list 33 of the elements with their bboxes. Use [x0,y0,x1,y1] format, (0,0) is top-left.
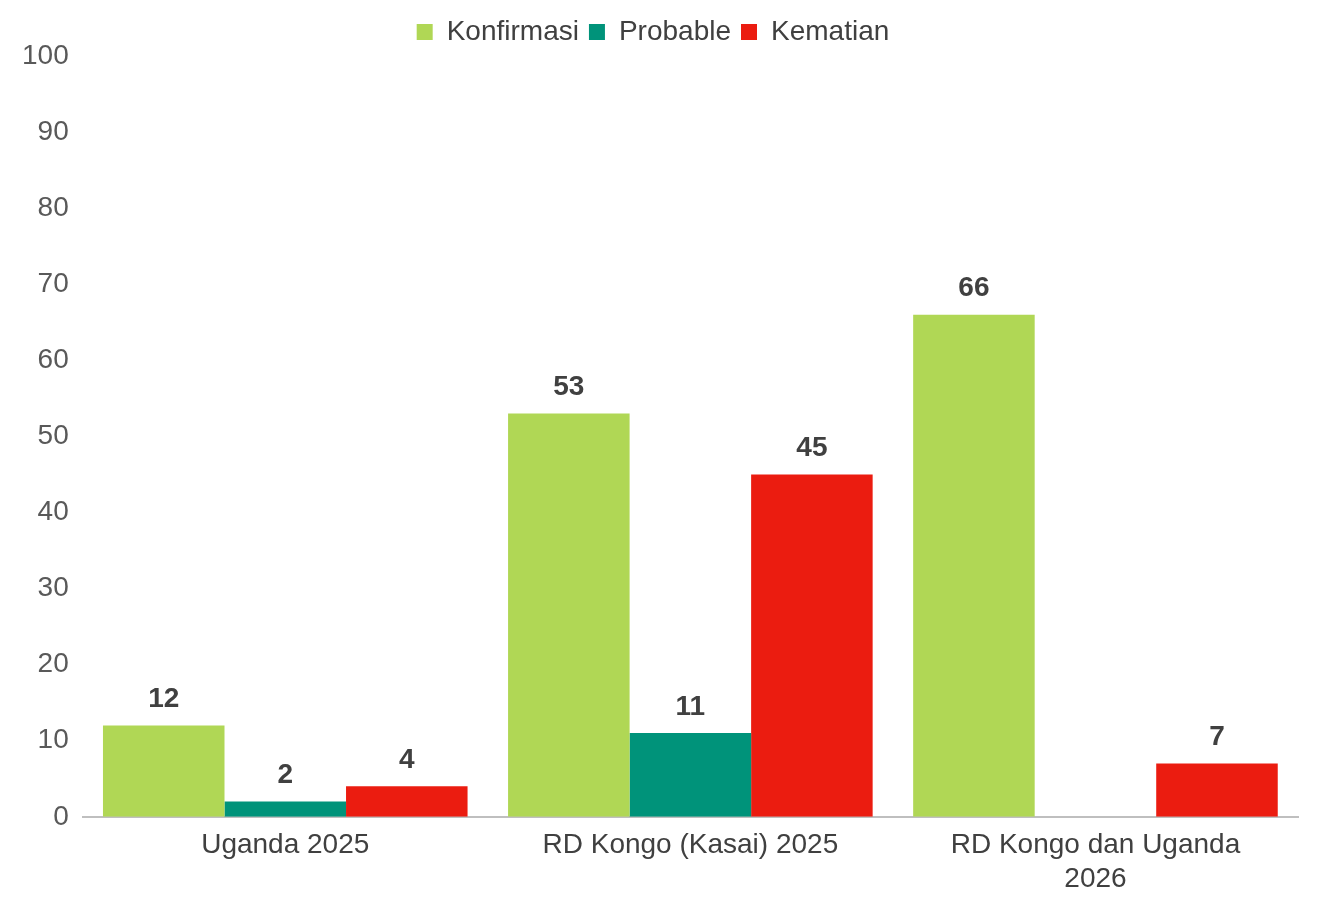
data-label: 11 [675,689,706,721]
data-label: 2 [277,758,294,790]
x-tick-label: RD Kongo (Kasai) 2025 [542,828,839,860]
data-label: 4 [399,743,415,775]
bar [508,413,630,817]
y-tick-label: 30 [37,571,69,603]
y-tick-label: 80 [37,190,69,222]
y-tick-label: 100 [22,38,69,70]
x-tick-label: RD Kongo dan Uganda 2026 [950,828,1241,893]
legend-label: Kematian [771,14,890,46]
x-tick-label: Uganda 2025 [201,828,370,860]
y-tick-label: 90 [37,114,69,146]
data-label: 12 [148,682,180,714]
legend-label: Konfirmasi [446,14,579,46]
y-tick-label: 70 [37,266,69,298]
y-tick-label: 10 [37,723,69,755]
bar [224,801,347,817]
bar [346,786,468,817]
bar [751,474,873,817]
data-label: 53 [553,370,585,402]
y-tick-label: 40 [37,495,69,527]
legend-label: Probable [618,14,732,46]
bar [913,314,1035,817]
y-tick-label: 60 [37,343,69,375]
y-tick-label: 0 [53,799,69,831]
bar [1156,763,1278,817]
y-tick-label: 20 [37,647,69,679]
data-label: 45 [796,431,828,463]
data-label: 66 [958,271,990,303]
data-label: 7 [1209,720,1225,752]
bar [102,725,225,817]
bar [629,733,752,817]
y-tick-label: 50 [37,419,69,451]
